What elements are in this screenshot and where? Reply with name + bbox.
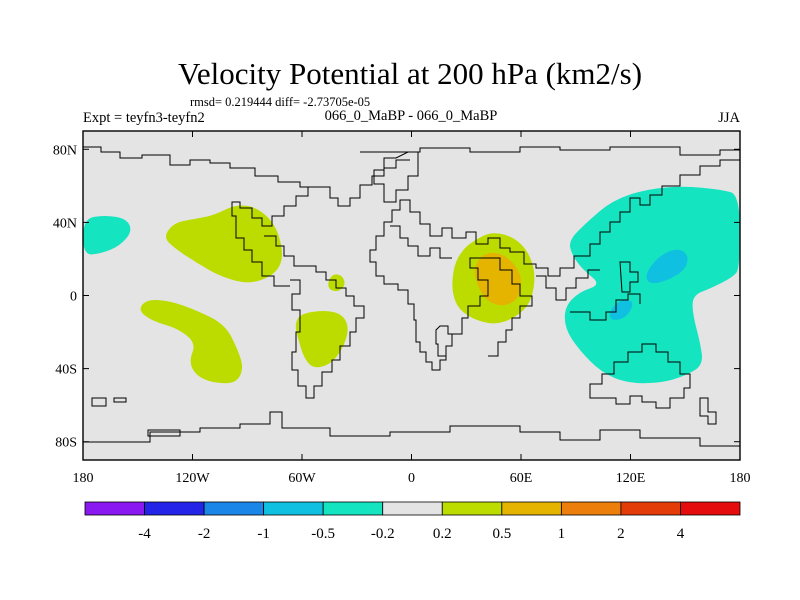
colorbar-swatch [680,501,741,516]
region-green-central-america-patch [295,311,348,368]
y-tick-label: 40S [55,363,77,378]
stats-label: rmsd= 0.219444 diff= -2.73705e-05 [190,95,370,109]
contour-fill-layer [83,186,740,384]
colorbar-swatch [620,501,681,516]
experiment-label: Expt = teyfn3-teyfn2 [83,110,205,126]
colorbar-label: -0.5 [311,526,335,542]
colorbar-label: 4 [677,526,685,542]
y-tick-label: 0 [70,290,77,305]
colorbar-swatch [560,501,622,516]
colorbar-label: -4 [138,526,151,542]
colorbar-swatch [203,501,265,516]
x-tick-label: 120W [175,471,210,486]
colorbar-label: 1 [558,526,566,542]
y-tick-label: 40N [53,216,77,231]
region-aqua-west-pacific [564,186,740,384]
x-tick-label: 180 [730,471,751,486]
x-tick-label: 180 [73,471,94,486]
colorbar-swatch [501,501,562,516]
season-label: JJA [718,110,740,126]
y-axis-ticks: 80N 40N 0 40S 80S [53,143,740,451]
region-aqua-northeast-pacific [83,216,131,255]
colorbar-label: -1 [257,526,270,542]
colorbar-label: -0.2 [371,526,395,542]
colorbar-swatch [84,501,145,516]
region-orange-arabian-sea [474,252,521,306]
colorbar: -4 -2 -1 -0.5 -0.2 0.2 0.5 1 2 4 [84,501,741,542]
region-blue-maritime-continent [609,300,633,320]
colorbar-swatch [322,501,384,516]
region-blue-philippine-sea [646,249,688,284]
x-tick-label: 0 [408,471,415,486]
colorbar-label: 0.5 [492,526,511,542]
colorbar-swatch [382,501,443,516]
colorbar-swatch [144,501,205,516]
y-tick-label: 80S [55,436,77,451]
colorbar-label: 0.2 [433,526,452,542]
x-tick-label: 60W [288,471,316,486]
colorbar-swatch [263,501,324,516]
region-green-tropical-pacific [166,205,282,283]
colorbar-label: -2 [198,526,211,542]
colorbar-swatch [441,501,503,516]
x-axis-ticks: 180 120W 60W 0 60E 120E 180 [73,131,751,486]
region-green-south-america [140,299,243,384]
chart-title: Velocity Potential at 200 hPa (km2/s) [178,56,642,91]
x-tick-label: 60E [510,471,533,486]
x-tick-label: 120E [616,471,646,486]
comparison-label: 066_0_MaBP - 066_0_MaBP [325,108,498,124]
coastline-outline [83,146,740,447]
y-tick-label: 80N [53,143,77,158]
colorbar-label: 2 [617,526,625,542]
